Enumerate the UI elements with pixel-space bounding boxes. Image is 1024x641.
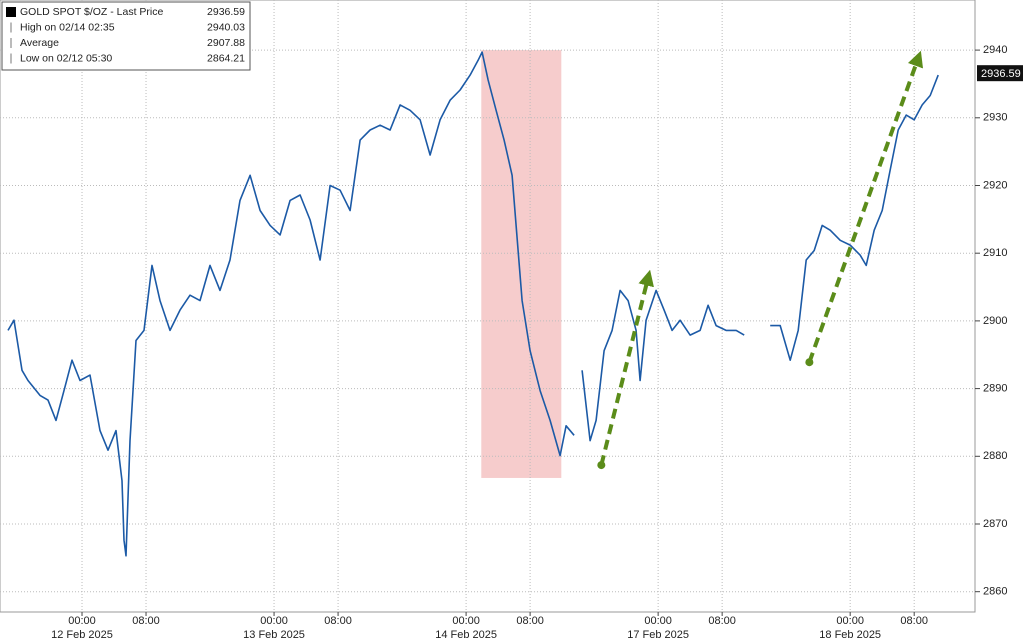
legend-value: 2907.88 xyxy=(207,37,245,49)
x-tick-label: 00:00 xyxy=(836,615,864,627)
y-tick-label: 2920 xyxy=(983,179,1007,191)
date-label: 18 Feb 2025 xyxy=(819,629,881,641)
legend-label: Low on 02/12 05:30 xyxy=(20,52,112,64)
trend-arrow xyxy=(807,50,924,363)
price-line xyxy=(770,74,939,361)
y-tick-label: 2890 xyxy=(983,382,1007,394)
last-price-label: 2936.59 xyxy=(981,68,1021,80)
y-tick-label: 2900 xyxy=(983,315,1007,327)
price-line xyxy=(7,51,575,557)
x-tick-label: 08:00 xyxy=(708,615,736,627)
x-tick-label: 00:00 xyxy=(68,615,96,627)
x-tick-label: 00:00 xyxy=(260,615,288,627)
x-tick-label: 08:00 xyxy=(900,615,928,627)
y-tick-label: 2860 xyxy=(983,586,1007,598)
legend: GOLD SPOT $/OZ - Last Price 2936.59 High o… xyxy=(1,1,251,71)
y-tick-label: 2930 xyxy=(983,112,1007,124)
legend-label: High on 02/14 02:35 xyxy=(20,21,115,33)
date-label: 14 Feb 2025 xyxy=(435,629,497,641)
legend-label: GOLD SPOT $/OZ - Last Price xyxy=(20,6,164,18)
y-tick-label: 2940 xyxy=(983,44,1007,56)
x-tick-label: 08:00 xyxy=(132,615,160,627)
y-tick-label: 2870 xyxy=(983,518,1007,530)
x-tick-label: 08:00 xyxy=(516,615,544,627)
trend-start xyxy=(805,358,814,367)
price-line xyxy=(581,289,745,442)
last-price-tag xyxy=(977,65,1023,82)
x-tick-label: 00:00 xyxy=(452,615,480,627)
legend-value: 2936.59 xyxy=(207,6,245,18)
date-label: 13 Feb 2025 xyxy=(243,629,305,641)
legend-box xyxy=(1,1,251,71)
trend-start xyxy=(597,461,606,470)
trend-arrow xyxy=(599,269,654,466)
legend-label: Average xyxy=(20,37,59,49)
y-tick-label: 2910 xyxy=(983,247,1007,259)
date-label: 17 Feb 2025 xyxy=(627,629,689,641)
x-tick-label: 08:00 xyxy=(324,615,352,627)
date-label: 12 Feb 2025 xyxy=(51,629,113,641)
x-tick-label: 00:00 xyxy=(644,615,672,627)
legend-swatch xyxy=(6,7,16,17)
highlight-region xyxy=(481,50,562,478)
legend-value: 2940.03 xyxy=(207,21,245,33)
y-tick-label: 2880 xyxy=(983,450,1007,462)
legend-value: 2864.21 xyxy=(207,52,245,64)
